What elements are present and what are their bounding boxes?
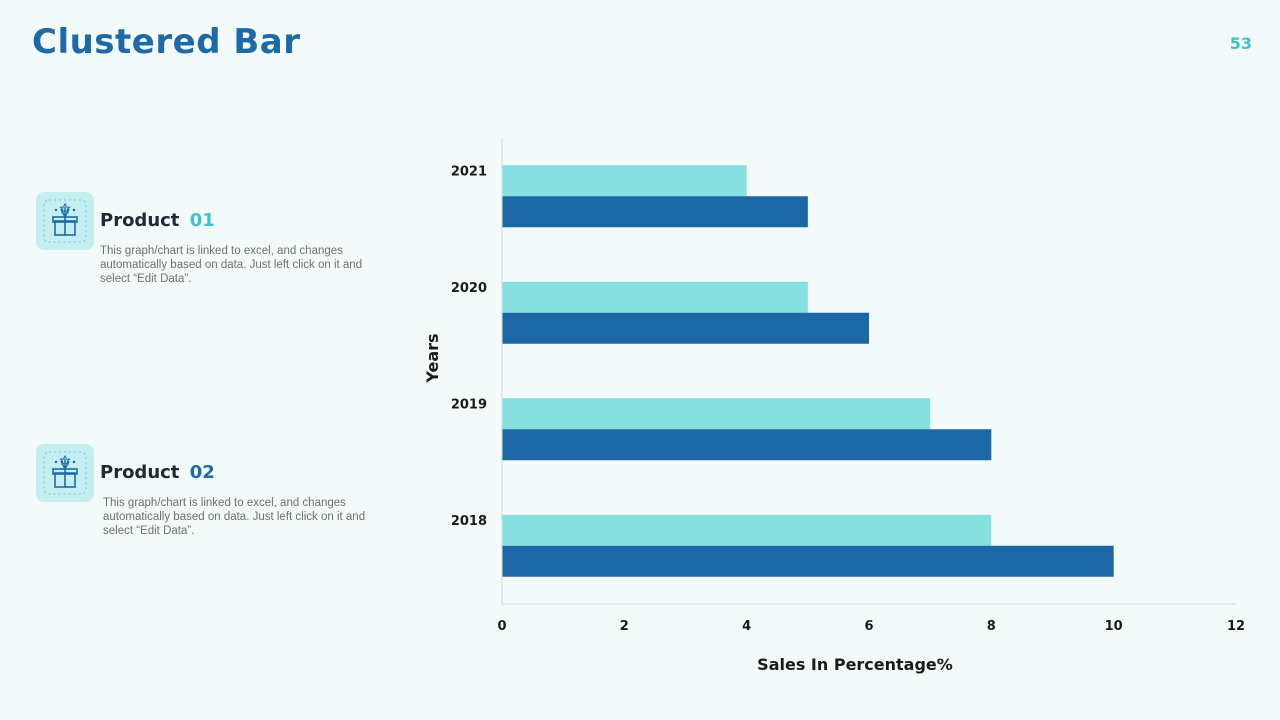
x-tick-label: 0 bbox=[497, 619, 506, 634]
y-tick-label: 2021 bbox=[451, 164, 487, 179]
bar-2018-series-1 bbox=[502, 514, 992, 546]
y-axis-title: Years bbox=[423, 333, 442, 383]
x-axis-title: Sales In Percentage% bbox=[757, 655, 953, 674]
bar-2021-series-2 bbox=[502, 196, 808, 228]
y-tick-label: 2020 bbox=[451, 281, 487, 296]
bar-2020-series-1 bbox=[502, 281, 808, 313]
x-tick-label: 12 bbox=[1227, 619, 1245, 634]
gift-box-icon bbox=[36, 444, 94, 502]
product-02-number: 02 bbox=[189, 462, 215, 483]
x-tick-label: 6 bbox=[864, 619, 873, 634]
y-tick-label: 2018 bbox=[451, 514, 487, 529]
page-number: 53 bbox=[1229, 34, 1252, 53]
x-tick-label: 2 bbox=[620, 619, 629, 634]
gift-box-icon bbox=[36, 192, 94, 250]
bar-2018-series-2 bbox=[502, 545, 1114, 577]
product-01-description: This graph/chart is linked to excel, and… bbox=[100, 245, 363, 285]
product-01-name: Product bbox=[100, 210, 180, 231]
product-02-description: This graph/chart is linked to excel, and… bbox=[103, 497, 366, 537]
bar-2020-series-2 bbox=[502, 312, 869, 344]
x-tick-label: 4 bbox=[742, 619, 751, 634]
bar-2019-series-1 bbox=[502, 398, 931, 430]
product-01-title: Product 01 bbox=[100, 210, 215, 231]
product-02-name: Product bbox=[100, 462, 180, 483]
x-tick-label: 8 bbox=[987, 619, 996, 634]
y-tick-label: 2019 bbox=[451, 397, 487, 412]
product-01-number: 01 bbox=[189, 210, 215, 231]
product-02-title: Product 02 bbox=[100, 462, 215, 483]
bar-2019-series-2 bbox=[502, 429, 992, 461]
bar-2021-series-1 bbox=[502, 165, 747, 197]
x-tick-label: 10 bbox=[1105, 619, 1123, 634]
slide-title: Clustered Bar bbox=[32, 22, 301, 62]
